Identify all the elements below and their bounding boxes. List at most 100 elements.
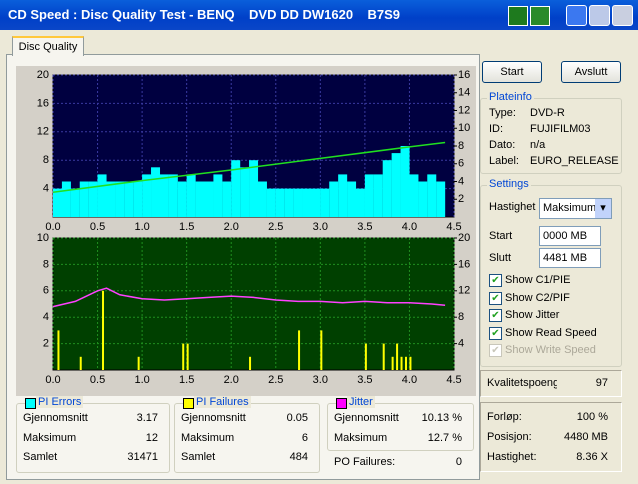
bar — [355, 188, 365, 217]
bar — [151, 167, 161, 217]
start-button[interactable]: Start — [482, 61, 542, 83]
info-value: n/a — [530, 139, 546, 151]
bar — [338, 174, 348, 217]
bar — [204, 181, 214, 217]
legend-swatch — [183, 398, 194, 409]
maximize-button — [589, 5, 610, 26]
start-input[interactable]: 0000 MB — [539, 226, 601, 246]
po-failures-label: PO Failures: — [334, 456, 396, 468]
x-tick-label: 3.5 — [357, 374, 372, 386]
bar — [311, 188, 321, 217]
bar — [293, 188, 303, 217]
stat-value: 0.05 — [286, 412, 308, 424]
x-tick-label: 4.5 — [446, 221, 461, 233]
plateinfo-group — [480, 98, 622, 174]
bar — [298, 330, 301, 370]
stat-label: Maksimum — [181, 431, 235, 444]
bar — [249, 356, 252, 370]
y2-tick-label: 4 — [458, 338, 464, 350]
checkbox-label: Show Write Speed — [505, 344, 596, 357]
end-input[interactable]: 4481 MB — [539, 248, 601, 268]
y2-tick-label: 8 — [458, 140, 464, 152]
checkbox: ✔ — [489, 344, 502, 358]
quality-box — [480, 370, 622, 397]
bar — [266, 188, 276, 217]
checkbox-label: Show C1/PIE — [505, 274, 571, 286]
y2-tick-label: 16 — [458, 258, 470, 270]
bar — [137, 356, 140, 370]
bar — [364, 343, 367, 370]
y-tick-label: 12 — [37, 126, 49, 138]
x-tick-label: 3.5 — [357, 221, 372, 233]
bar — [53, 188, 62, 217]
info-label: Label: — [489, 155, 519, 167]
y-tick-label: 2 — [43, 338, 49, 350]
progress-label: Forløp: — [487, 411, 522, 423]
start-label: Start — [489, 230, 513, 242]
bar — [284, 188, 294, 217]
bar — [382, 160, 392, 217]
bar — [427, 174, 437, 217]
bar — [168, 174, 178, 217]
info-label: Type: — [489, 107, 516, 119]
dropdown-arrow: ▾ — [595, 199, 611, 218]
tab[interactable]: Disc Quality — [12, 36, 84, 56]
icon-button[interactable] — [508, 6, 528, 26]
close-button[interactable] — [612, 5, 633, 26]
y-tick-label: 4 — [43, 183, 49, 195]
checkbox[interactable]: ✔ — [489, 326, 502, 340]
x-tick-label: 1.0 — [134, 221, 149, 233]
end-label: Slutt — [489, 252, 512, 264]
checkbox[interactable]: ✔ — [489, 309, 502, 323]
bar — [249, 160, 259, 217]
minimize-button[interactable] — [566, 5, 587, 26]
stat-label: Gjennomsnitt — [23, 412, 88, 424]
x-tick-label: 1.5 — [179, 221, 194, 233]
x-tick-label: 2.0 — [224, 374, 239, 386]
speed-label: Hastighet — [489, 201, 536, 213]
bar — [186, 343, 189, 370]
bar — [400, 356, 403, 370]
bar — [418, 181, 428, 217]
x-tick-label: 2.0 — [224, 221, 239, 233]
bar — [347, 181, 357, 217]
bar — [159, 174, 169, 217]
info-value: DVD-R — [530, 107, 565, 119]
icon-button[interactable] — [530, 6, 550, 26]
bar — [97, 174, 107, 217]
charts: 0.0 0.5 1.0 1.5 2.0 2.5 3.0 3.5 4.0 4.54812162024… — [37, 69, 471, 386]
bar — [409, 356, 412, 370]
y-tick-label: 16 — [37, 97, 49, 109]
x-tick-label: 1.5 — [179, 374, 194, 386]
legend-swatch — [25, 398, 36, 409]
stat-value: 484 — [289, 451, 308, 463]
bar — [195, 181, 205, 217]
checkbox[interactable]: ✔ — [489, 291, 502, 305]
exit-button[interactable]: Avslutt — [561, 61, 621, 83]
jitter-group — [327, 403, 474, 451]
speed-select[interactable]: Maksimum ▾ — [539, 198, 612, 219]
bar — [213, 174, 223, 217]
bar — [409, 174, 419, 217]
y2-tick-label: 4 — [458, 175, 464, 187]
bar — [302, 188, 312, 217]
x-tick-label: 0.0 — [45, 374, 60, 386]
bar — [320, 330, 323, 370]
bar — [231, 160, 241, 217]
bar — [396, 343, 399, 370]
po-failures-value: 0 — [455, 456, 462, 468]
line — [52, 141, 446, 193]
progress-box — [480, 402, 622, 472]
pi-errors-group — [16, 403, 170, 473]
legend-swatch — [336, 398, 347, 409]
pi-errors-title: PI Errors — [36, 396, 84, 408]
bar — [320, 188, 330, 217]
y2-tick-label: 2 — [458, 193, 464, 205]
checkbox[interactable]: ✔ — [489, 274, 502, 287]
bar — [79, 181, 89, 217]
y2-tick-label: 12 — [458, 104, 470, 116]
y-tick-label: 10 — [37, 232, 49, 244]
bar — [133, 181, 143, 217]
stat-value: 6 — [301, 431, 308, 444]
